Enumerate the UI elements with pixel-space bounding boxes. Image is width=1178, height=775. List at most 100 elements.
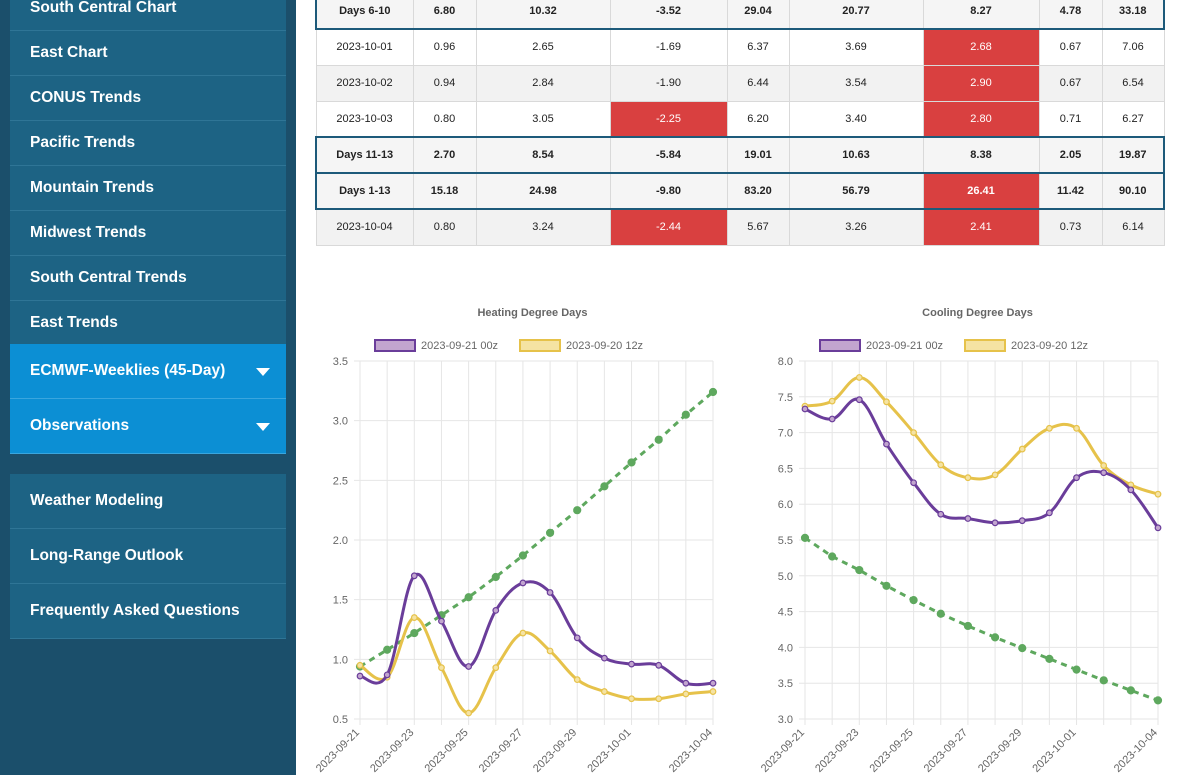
- data-point: [828, 415, 836, 423]
- sidebar-item-ecmwf-weeklies-45-day[interactable]: ECMWF-Weeklies (45-Day): [10, 344, 286, 399]
- data-point: [883, 398, 890, 406]
- data-point: [963, 621, 973, 631]
- y-tick-label: 6.5: [778, 463, 793, 475]
- table-cell: 19.87: [1101, 136, 1165, 174]
- x-tick-label: 2023-09-23: [368, 727, 416, 775]
- data-point: [964, 474, 972, 482]
- table-cell: 83.20: [726, 172, 790, 210]
- table-row: 2023-10-02 0.94 2.84 -1.90 6.44 3.54 2.90 0.67 6…: [315, 64, 1165, 102]
- table-cell: 2023-10-02: [315, 64, 414, 102]
- table-cell: 19.01: [726, 136, 790, 174]
- data-point: [882, 581, 891, 590]
- chevron-down-icon[interactable]: [256, 423, 270, 431]
- data-point: [492, 664, 500, 672]
- table-cell: 6.27: [1101, 100, 1165, 138]
- x-tick-label: 2023-09-29: [531, 727, 579, 775]
- table-cell: 8.54: [475, 136, 611, 174]
- data-point: [410, 572, 418, 580]
- data-point: [655, 695, 663, 703]
- line-chart: Cooling Degree Days 2023-09-21 00z 2023-09…: [759, 307, 1163, 775]
- table-row: 2023-10-01 0.96 2.65 -1.69 6.37 3.69 2.68 0.67 7…: [315, 28, 1165, 66]
- nav-group-expandable: ECMWF-Weeklies (45-Day) Observations: [10, 344, 286, 454]
- data-point: [681, 410, 690, 419]
- sidebar-item-label: Pacific Trends: [30, 134, 136, 151]
- y-tick-label: 5.5: [778, 535, 793, 547]
- table-cell: 8.38: [922, 136, 1040, 174]
- table-cell: 90.10: [1101, 172, 1165, 210]
- sidebar: South Central Chart East Chart CONUS Trend…: [0, 0, 296, 775]
- data-point: [600, 654, 608, 662]
- sidebar-item-frequently-asked-questions[interactable]: Frequently Asked Questions: [10, 584, 286, 639]
- table-cell: 0.96: [412, 28, 477, 66]
- y-tick-label: 2.5: [333, 475, 348, 487]
- data-point: [410, 614, 418, 621]
- data-point: [627, 458, 636, 467]
- table-cell: 0.71: [1038, 100, 1103, 138]
- sidebar-item-observations[interactable]: Observations: [10, 399, 286, 454]
- table-row: Days 6-10 6.80 10.32 -3.52 29.04 20.77 8.27 4.7…: [315, 0, 1165, 30]
- data-point: [990, 633, 1000, 642]
- table-cell: 2.41: [922, 208, 1040, 246]
- sidebar-item-label: Long-Range Outlook: [30, 547, 184, 564]
- table-cell: Days 1-13: [315, 172, 414, 210]
- sidebar-item-pacific-trends[interactable]: Pacific Trends: [10, 121, 286, 166]
- table-cell: 4.78: [1038, 0, 1103, 30]
- table-cell: 29.04: [726, 0, 790, 30]
- sidebar-item-weather-modeling[interactable]: Weather Modeling: [10, 474, 286, 529]
- sidebar-item-south-central-chart[interactable]: South Central Chart: [10, 0, 286, 31]
- table-cell: 8.27: [922, 0, 1040, 30]
- table-row: Days 1-13 15.18 24.98 -9.80 83.20 56.79 26.41 1…: [315, 172, 1165, 210]
- table-cell: 3.24: [475, 208, 611, 246]
- sidebar-item-south-central-trends[interactable]: South Central Trends: [10, 256, 286, 301]
- sidebar-item-east-trends[interactable]: East Trends: [10, 301, 286, 346]
- table-cell: 0.73: [1038, 208, 1103, 246]
- x-tick-label: 2023-10-04: [1112, 727, 1160, 775]
- table-cell: 2.70: [412, 136, 477, 174]
- y-tick-label: 4.5: [778, 607, 793, 619]
- data-point: [1099, 676, 1108, 685]
- sidebar-item-east-chart[interactable]: East Chart: [10, 31, 286, 76]
- sidebar-item-midwest-trends[interactable]: Midwest Trends: [10, 211, 286, 256]
- sidebar-item-label: East Chart: [30, 44, 108, 61]
- x-tick-label: 2023-09-23: [813, 727, 861, 775]
- data-point: [682, 690, 690, 698]
- table-cell: 10.63: [788, 136, 924, 174]
- data-point: [1018, 517, 1026, 525]
- legend-swatch: [374, 339, 416, 352]
- y-tick-label: 7.5: [778, 392, 793, 404]
- chart-title: Heating Degree Days: [477, 307, 587, 319]
- table-cell: 3.54: [788, 64, 924, 102]
- table-cell: 20.77: [788, 0, 924, 30]
- sidebar-item-label: Frequently Asked Questions: [30, 602, 240, 619]
- data-point: [1072, 665, 1081, 674]
- sidebar-item-mountain-trends[interactable]: Mountain Trends: [10, 166, 286, 211]
- legend-label: 2023-09-21 00z: [421, 340, 498, 352]
- table-cell: 6.20: [726, 100, 790, 138]
- y-tick-label: 5.0: [778, 571, 793, 583]
- data-point: [801, 405, 809, 413]
- data-point: [1126, 686, 1135, 695]
- x-tick-label: 2023-09-25: [867, 727, 915, 775]
- y-tick-label: 3.5: [778, 678, 793, 690]
- data-point: [518, 551, 528, 560]
- data-table: Days 6-10 6.80 10.32 -3.52 29.04 20.77 8.27 4.7…: [315, 0, 1165, 246]
- table-row: Days 11-13 2.70 8.54 -5.84 19.01 10.63 8.38 2.0…: [315, 136, 1165, 174]
- table-cell: 0.80: [412, 100, 477, 138]
- chart-title: Cooling Degree Days: [922, 307, 1033, 319]
- table-cell: 3.69: [788, 28, 924, 66]
- sidebar-item-conus-trends[interactable]: CONUS Trends: [10, 76, 286, 121]
- table-cell: 26.41: [922, 172, 1040, 210]
- table-cell: 2.80: [922, 100, 1040, 138]
- data-point: [991, 471, 999, 479]
- data-point: [1100, 469, 1108, 477]
- sidebar-item-long-range-outlook[interactable]: Long-Range Outlook: [10, 529, 286, 584]
- data-point: [383, 671, 391, 679]
- chevron-down-icon[interactable]: [256, 368, 270, 376]
- table-cell: 2.84: [475, 64, 611, 102]
- data-point: [438, 664, 445, 672]
- legend-label: 2023-09-20 12z: [566, 340, 643, 352]
- y-tick-label: 3.0: [333, 416, 348, 428]
- table-cell: 3.26: [788, 208, 924, 246]
- data-point: [464, 593, 473, 602]
- data-point: [600, 482, 609, 491]
